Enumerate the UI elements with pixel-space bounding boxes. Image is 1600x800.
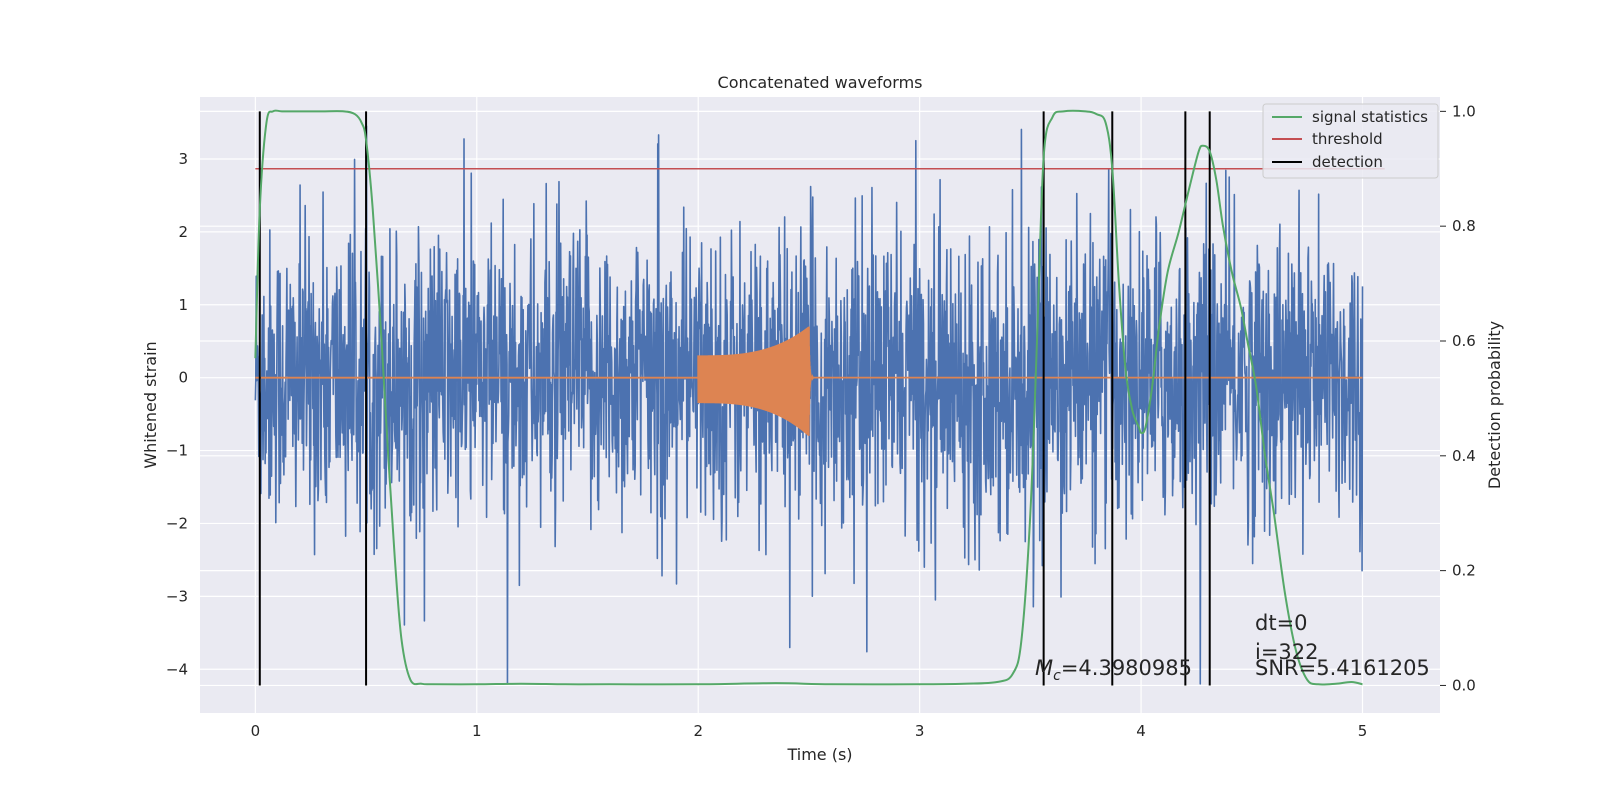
- legend-label-threshold: threshold: [1312, 130, 1383, 148]
- y-tick-label: 3: [178, 150, 188, 168]
- legend-frame: [1262, 103, 1439, 179]
- chirp-mass-subscript: c: [1053, 668, 1061, 684]
- snr-annotation: SNR=5.4161205: [1255, 656, 1430, 680]
- annotations: Mc=4.3980985 dt=0 i=322 SNR=5.4161205: [1035, 611, 1430, 684]
- chirp-mass-value: =4.3980985: [1061, 656, 1192, 680]
- chirp-mass-annotation: Mc=4.3980985: [1035, 656, 1192, 684]
- legend-label-signal-statistics: signal statistics: [1312, 108, 1428, 126]
- x-tick-label: 3: [915, 722, 925, 740]
- legend: signal statistics threshold detection: [1262, 103, 1439, 179]
- legend-label-detection: detection: [1312, 153, 1383, 171]
- signal-statistics-line: [254, 109, 1363, 686]
- y-tick-label: 2: [178, 223, 188, 241]
- chirp-mass-symbol: M: [1035, 656, 1053, 680]
- chart-title: Concatenated waveforms: [718, 73, 923, 92]
- x-axis-label: Time (s): [786, 745, 852, 764]
- injected-template-line: [255, 326, 1363, 436]
- y-right-tick-label: 0.0: [1452, 676, 1476, 694]
- x-tick-label: 0: [251, 722, 261, 740]
- y-right-tick-label: 0.6: [1452, 332, 1476, 350]
- y-right-tick-label: 0.4: [1452, 447, 1476, 465]
- y-tick-label: 0: [178, 369, 188, 387]
- index-annotation: i=322: [1255, 640, 1319, 664]
- axes: 0 1 2 3 4 5 −4 −3 −2 −1 0 1 2 3 0.0 0.2 0.4 0.6 0.8 1.0: [166, 102, 1476, 740]
- y-tick-label: −3: [166, 587, 188, 605]
- x-tick-label: 4: [1136, 722, 1146, 740]
- y-axis-label: Whitened strain: [141, 341, 160, 468]
- y-tick-label: −1: [166, 442, 188, 460]
- x-tick-label: 1: [472, 722, 482, 740]
- data-layer: [254, 109, 1385, 686]
- x-tick-label: 5: [1358, 722, 1368, 740]
- y-axis-right-label: Detection probability: [1485, 321, 1504, 489]
- y-tick-label: 1: [178, 296, 188, 314]
- y-right-tick-label: 0.8: [1452, 217, 1476, 235]
- dt-annotation: dt=0: [1255, 611, 1308, 635]
- y-tick-label: −2: [166, 514, 188, 532]
- y-right-tick-label: 0.2: [1452, 562, 1476, 580]
- y-tick-label: −4: [166, 660, 188, 678]
- y-right-tick-label: 1.0: [1452, 102, 1476, 120]
- x-tick-label: 2: [693, 722, 703, 740]
